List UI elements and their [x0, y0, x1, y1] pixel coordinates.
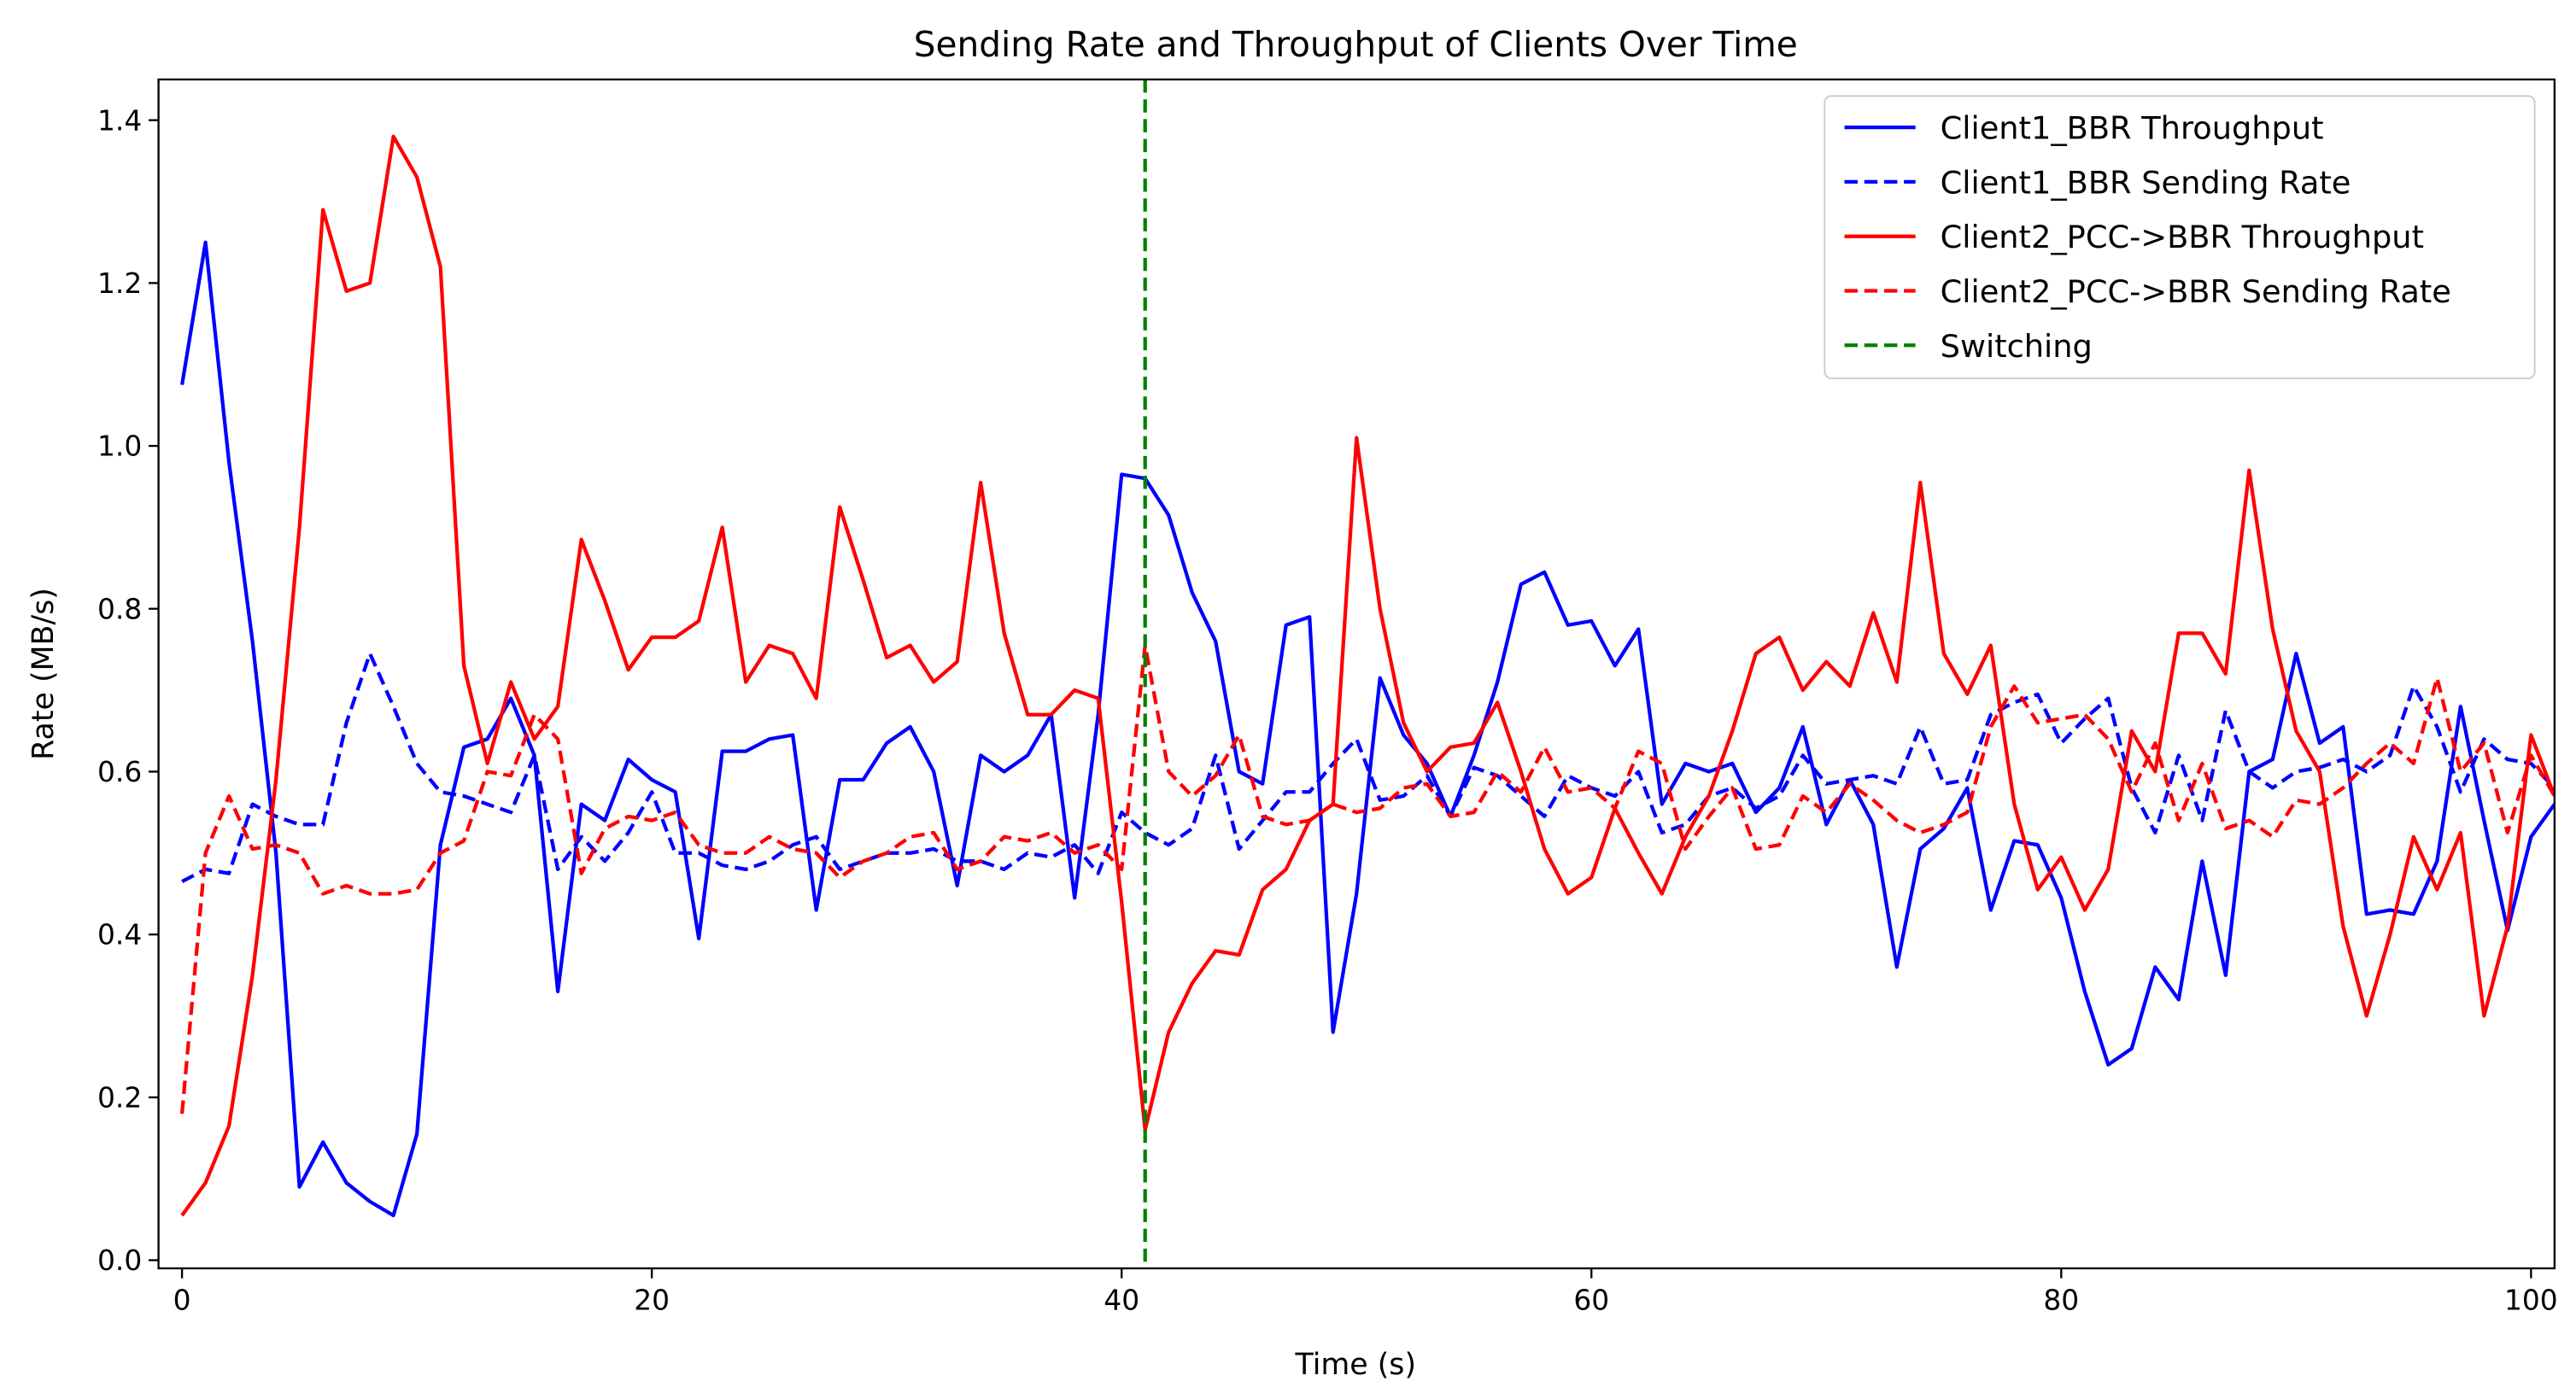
series-line: [180, 240, 2555, 1218]
series-line: [180, 134, 2555, 1217]
x-tick-label: 100: [2504, 1283, 2558, 1316]
y-tick-label: 0.8: [97, 592, 142, 625]
y-tick-label: 0.2: [97, 1080, 142, 1114]
legend-label: Switching: [1941, 328, 2093, 365]
legend-label: Client2_PCC->BBR Sending Rate: [1941, 273, 2451, 310]
x-tick-label: 40: [1104, 1283, 1139, 1316]
y-tick-label: 0.0: [97, 1244, 142, 1277]
y-tick-label: 1.2: [97, 266, 142, 300]
y-tick-label: 1.4: [97, 103, 142, 137]
y-tick-label: 0.6: [97, 755, 142, 788]
x-tick-label: 20: [634, 1283, 670, 1316]
series-line: [179, 643, 2555, 1115]
x-tick-label: 0: [173, 1283, 191, 1316]
x-tick-label: 80: [2043, 1283, 2079, 1316]
chart-title: Sending Rate and Throughput of Clients O…: [914, 24, 1798, 65]
axes-frame: [157, 78, 2556, 1270]
series-line: [181, 652, 2555, 884]
y-tick-label: 0.4: [97, 918, 142, 951]
y-tick-label: 1.0: [97, 430, 142, 463]
legend-label: Client2_PCC->BBR Throughput: [1941, 219, 2424, 255]
y-axis-label: Rate (MB/s): [26, 588, 61, 760]
legend-box: [1824, 95, 2536, 379]
plot-area: [179, 79, 2555, 1269]
legend-label: Client1_BBR Sending Rate: [1941, 164, 2351, 201]
legend-label: Client1_BBR Throughput: [1941, 110, 2324, 147]
x-tick-label: 60: [1573, 1283, 1609, 1316]
x-axis-label: Time (s): [1295, 1348, 1417, 1382]
